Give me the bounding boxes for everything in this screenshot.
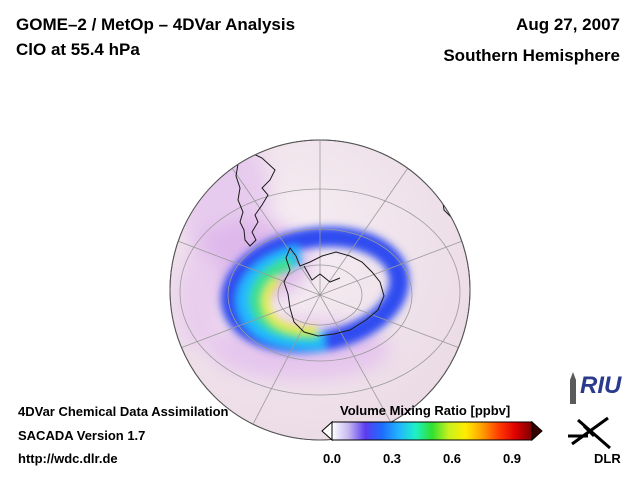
- clo-vortex-field: [220, 226, 410, 354]
- colorbar-right-arrow: [531, 420, 543, 442]
- riu-tower-icon: [570, 372, 576, 404]
- footer-assimilation-label: 4DVar Chemical Data Assimilation: [18, 404, 229, 419]
- riu-logo-text: RIU: [580, 372, 622, 399]
- colorbar-tick-label: 0.3: [382, 451, 402, 466]
- title-line2: ClO at 55.4 hPa: [16, 40, 140, 59]
- title-line1: GOME–2 / MetOp – 4DVar Analysis: [16, 15, 296, 34]
- footer-version-label: SACADA Version 1.7: [18, 428, 146, 443]
- riu-logo: RIU: [566, 372, 626, 406]
- graticule: [174, 140, 466, 431]
- colorbar: [321, 420, 543, 442]
- footer-url-link[interactable]: http://wdc.dlr.de: [18, 451, 118, 466]
- date-label: Aug 27, 2007: [516, 15, 620, 34]
- dlr-logo-icon: [568, 416, 611, 450]
- dlr-logo-text: DLR: [594, 451, 621, 466]
- hemisphere-label: Southern Hemisphere: [443, 46, 620, 65]
- colorbar-tick-label: 0.6: [442, 451, 462, 466]
- colorbar-tick-label: 0.9: [502, 451, 522, 466]
- colorbar-tick-label: 0.0: [322, 451, 342, 466]
- colorbar-gradient: [331, 421, 533, 441]
- colorbar-left-arrow: [321, 420, 333, 442]
- colorbar-title: Volume Mixing Ratio [ppbv]: [340, 403, 511, 418]
